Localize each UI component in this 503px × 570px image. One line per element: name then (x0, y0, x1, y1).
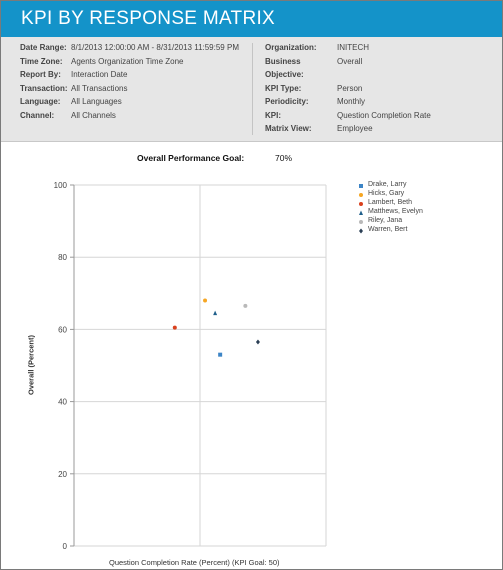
parameter-label: KPI: (265, 110, 281, 120)
parameter-label: KPI Type: (265, 83, 302, 93)
data-point (243, 303, 248, 308)
legend-label: Warren, Bert (368, 226, 408, 233)
data-point (213, 310, 218, 316)
report-parameters-panel: Date Range: 8/1/2013 12:00:00 AM - 8/31/2… (1, 37, 502, 142)
parameter-label: Business (265, 56, 301, 66)
legend-marker (359, 193, 363, 197)
parameter-label: Objective: (265, 70, 304, 79)
parameter-label: Time Zone: (20, 56, 63, 66)
parameter-value: All Transactions (71, 83, 128, 93)
y-axis-label: Overall (Percent) (26, 334, 36, 396)
parameter-value: Person (337, 83, 363, 93)
parameter-label: Report By: (20, 70, 61, 79)
parameter-label: Periodicity: (265, 97, 309, 106)
parameter-value: All Channels (71, 110, 116, 120)
performance-goal-value: 70% (275, 153, 293, 163)
legend-marker-shape (359, 202, 363, 206)
parameter-label: Transaction: (20, 83, 68, 93)
parameter-value: INITECH (337, 43, 369, 52)
y-axis-ticks: 0 20 40 60 80 100 (54, 181, 74, 551)
legend-marker (359, 220, 363, 224)
legend-label: Riley, Jana (368, 217, 403, 224)
legend-label: Matthews, Evelyn (368, 208, 423, 215)
y-tick-label: 100 (54, 181, 68, 190)
legend-marker (359, 202, 363, 206)
data-point (203, 298, 208, 303)
legend-label: Hicks, Gary (368, 190, 405, 197)
data-point (255, 339, 260, 345)
legend-marker-shape (359, 228, 363, 234)
parameter-value: Question Completion Rate (337, 110, 431, 120)
legend-label: Drake, Larry (368, 181, 407, 188)
scatter-chart: 0 20 40 60 80 100 (54, 181, 327, 551)
parameter-label: Organization: (265, 43, 317, 52)
chart-points (172, 298, 260, 357)
parameter-value: Overall (337, 56, 363, 66)
parameter-label: Language: (20, 97, 61, 106)
legend-marker-shape (359, 184, 363, 188)
legend-marker (359, 210, 363, 215)
y-tick-label: 40 (58, 398, 67, 407)
legend-marker-shape (359, 220, 363, 224)
legend-marker-shape (359, 193, 363, 197)
parameters-divider (252, 43, 253, 135)
data-point (172, 325, 177, 330)
parameter-value: Agents Organization Time Zone (71, 56, 184, 66)
performance-goal-label: Overall Performance Goal: (137, 153, 245, 163)
y-tick-label: 0 (63, 542, 68, 551)
legend-marker (359, 184, 363, 188)
y-tick-label: 20 (58, 470, 67, 479)
report-title: KPI BY RESPONSE MATRIX (21, 8, 276, 29)
legend-marker (359, 228, 363, 234)
x-axis-label: Question Completion Rate (Percent) (KPI … (109, 558, 280, 567)
parameter-value: Employee (337, 124, 373, 133)
y-tick-label: 60 (58, 325, 67, 334)
parameter-value: All Languages (71, 97, 122, 106)
parameter-value: 8/1/2013 12:00:00 AM - 8/31/2013 11:59:5… (71, 43, 239, 52)
parameter-label: Date Range: (20, 43, 67, 52)
parameter-value: Monthly (337, 97, 366, 106)
parameter-value: Interaction Date (71, 70, 128, 79)
y-tick-label: 80 (58, 253, 67, 262)
data-point (218, 352, 223, 357)
chart-grid (73, 184, 327, 547)
legend-marker-shape (359, 210, 363, 215)
legend-label: Lambert, Beth (368, 199, 412, 206)
parameter-label: Channel: (20, 110, 55, 120)
parameter-label: Matrix View: (265, 124, 312, 133)
report-header: KPI BY RESPONSE MATRIX (1, 1, 502, 37)
